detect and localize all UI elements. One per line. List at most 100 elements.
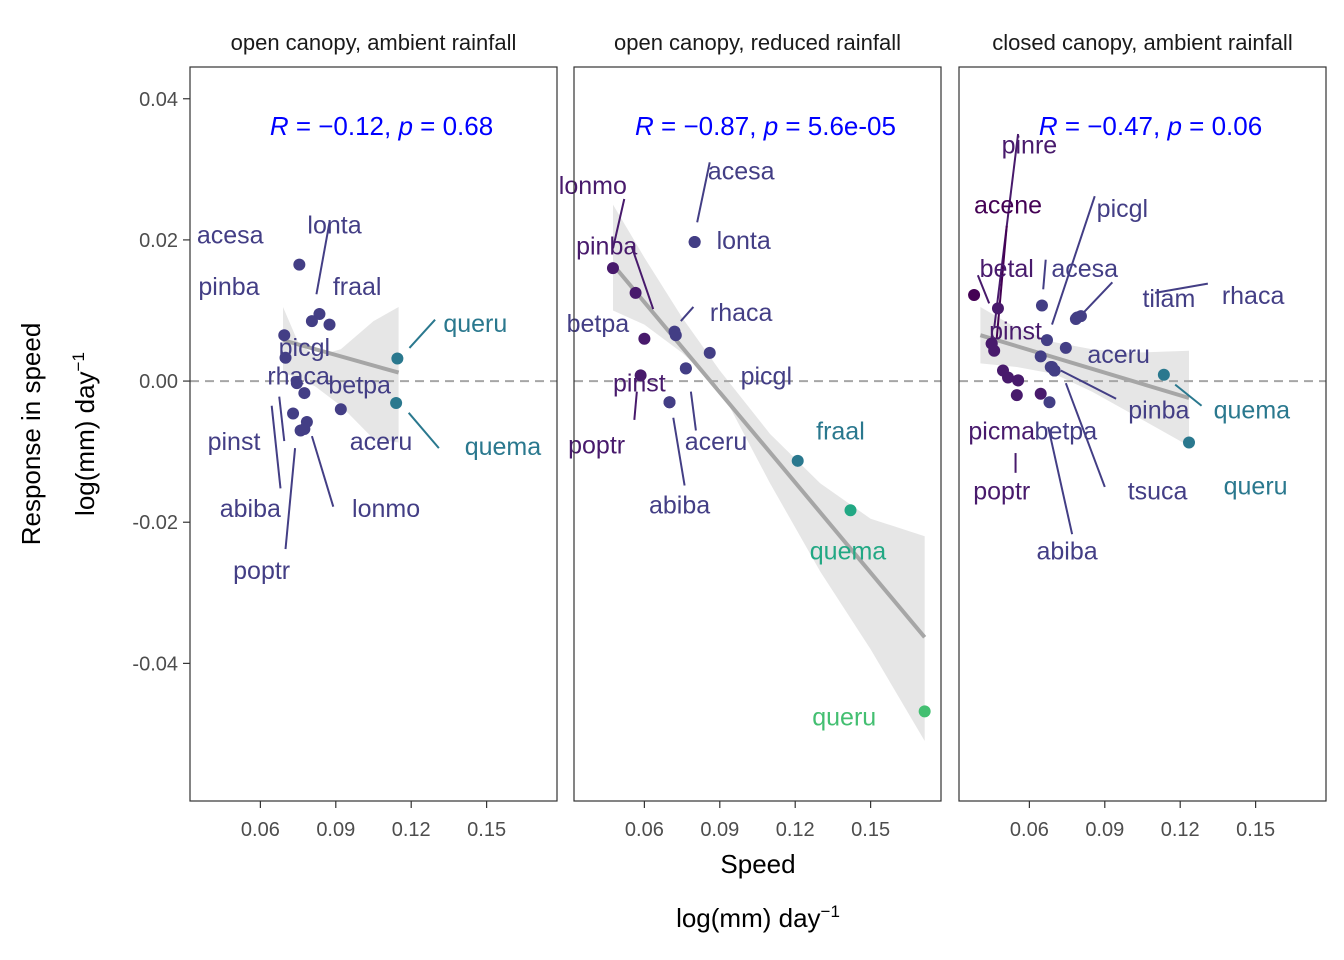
y-axis-title: Response in speed [16,323,46,546]
label-connector [1042,259,1047,290]
panel-strip-title: open canopy, reduced rainfall [614,30,901,55]
label-connector [278,396,286,442]
y-tick-label: -0.04 [132,653,178,675]
data-point [638,332,651,345]
point-label: acene [974,192,1042,220]
point-label: pinre [1002,132,1058,160]
x-tick-label: 0.15 [851,819,890,841]
label-connector [1174,383,1203,407]
label-connector [689,391,697,431]
point-label: pinba [576,233,637,261]
label-connector [270,405,282,489]
data-point [305,315,318,328]
point-label: aceru [685,428,748,456]
point-label: picma [968,417,1035,445]
x-tick-label: 0.12 [392,819,431,841]
confidence-ribbon [283,307,399,443]
point-label: fraal [333,273,382,301]
point-label: betal [980,255,1034,283]
x-tick-label: 0.15 [1236,819,1275,841]
point-label: pinst [613,369,666,397]
point-label: poptr [973,477,1030,505]
data-point [1157,368,1170,381]
point-label: abiba [220,495,281,523]
panel-border [958,66,1327,802]
y-axis-unit: log(mm) day−1 [69,352,100,516]
point-label: acesa [708,158,775,186]
x-tick-label: 0.06 [1010,819,1049,841]
point-label: quema [465,433,542,461]
label-connector [1051,195,1096,325]
point-label: betpa [567,310,630,338]
label-connector [995,225,1008,339]
label-connector [976,274,991,304]
panel-border [573,66,942,802]
data-point [1035,299,1048,312]
x-axis-title: Speed [720,849,795,879]
x-axis-unit: log(mm) day−1 [676,902,840,933]
data-point [1002,371,1015,384]
point-label: picgl [741,362,792,390]
point-label: lonta [307,211,361,239]
label-connector [696,162,711,223]
data-point [703,346,716,359]
data-point [1010,389,1023,402]
data-point [287,407,300,420]
panel-1: open canopy, ambient rainfall acesa lonta f… [189,30,558,841]
y-tick-label: -0.02 [132,512,178,534]
y-tick-label: 0.00 [139,371,178,393]
point-label: pinst [989,317,1042,345]
data-point [390,396,403,409]
correlation-annotation: R = −0.12, p = 0.68 [270,111,493,141]
label-connector [284,448,297,550]
x-tick-label: 0.09 [316,819,355,841]
point-label: lonmo [352,495,420,523]
data-point [791,454,804,467]
x-tick-label: 0.12 [776,819,815,841]
point-label: pinst [208,428,261,456]
panels-group: open canopy, ambient rainfall acesa lonta f… [189,30,1327,841]
regression-line [282,338,400,375]
label-connector [310,435,335,507]
point-label: aceru [1087,341,1150,369]
data-point [634,369,647,382]
point-label: tsuca [1128,477,1188,505]
point-label: acesa [1051,255,1118,283]
point-label: poptr [568,432,625,460]
label-connector [1081,281,1114,315]
x-tick-label: 0.06 [241,819,280,841]
x-tick-label: 0.15 [467,819,506,841]
data-point [1040,334,1053,347]
x-tick-label: 0.06 [625,819,664,841]
point-label: fraal [816,417,865,445]
point-label: pinba [198,273,259,301]
point-label: abiba [649,492,710,520]
point-label: pinba [1128,396,1189,424]
point-label: picgl [1097,195,1148,223]
correlation-annotation: R = −0.47, p = 0.06 [1039,111,1262,141]
data-point [298,423,311,436]
confidence-ribbon [980,307,1189,446]
point-label: tilam [1142,285,1195,313]
point-label: queru [1224,473,1288,501]
label-connector [315,222,331,295]
panel-2: open canopy, reduced rainfall lonmo acesa l… [559,30,942,841]
data-point [844,504,857,517]
regression-line [979,333,1190,400]
label-connector [408,318,436,349]
data-point [629,286,642,299]
label-connector [633,391,638,420]
label-connector [672,417,686,486]
point-label: picgl [279,334,330,362]
point-label: lonta [717,227,771,255]
data-point [918,705,931,718]
data-point [679,362,692,375]
data-point [688,236,701,249]
data-point [1074,310,1087,323]
y-tick-label: 0.02 [139,230,178,252]
axis-titles: Response in speed log(mm) day−1 Speed log(m… [16,323,840,933]
data-point [606,262,619,275]
point-label: lonmo [559,172,627,200]
point-label: rhaca [710,299,773,327]
panel-strip-title: open canopy, ambient rainfall [231,30,517,55]
